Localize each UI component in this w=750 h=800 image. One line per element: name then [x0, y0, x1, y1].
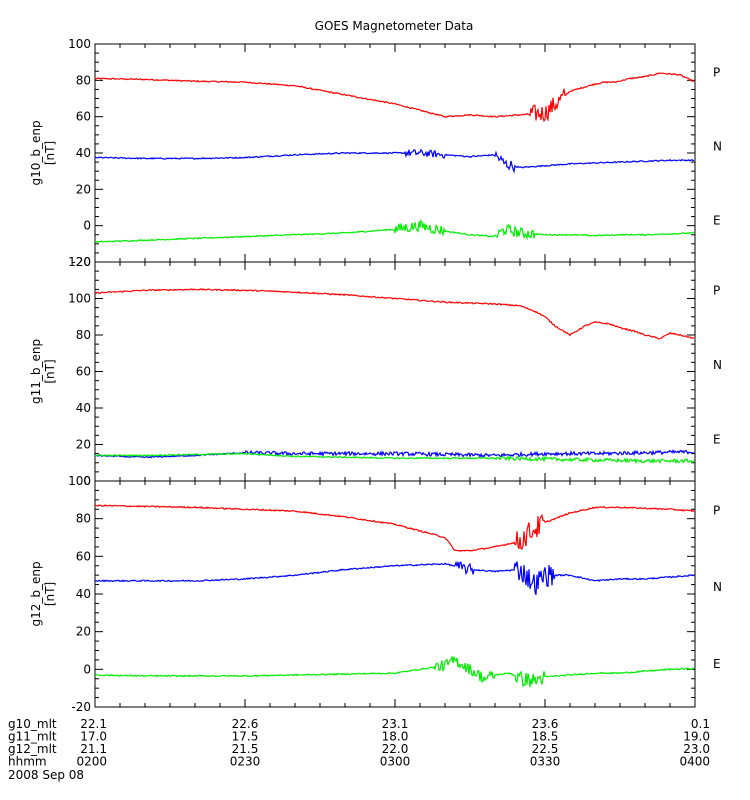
y-tick-label: 100 — [68, 474, 91, 488]
legend-n: N — [713, 139, 722, 153]
footer-row-value: 22.6 — [232, 717, 259, 731]
panel-3: -20 0 20 40 60 80 100 g12_b_enp [nT] P N E — [29, 474, 722, 714]
series-line-e — [94, 656, 695, 688]
panel-1: -20 0 20 40 60 80 100 g10_b_enp [nT] P N E — [29, 37, 722, 269]
footer-row-value: 22.5 — [532, 742, 559, 756]
footer-row-label: g11_mlt — [8, 730, 57, 744]
legend-p: P — [713, 283, 720, 297]
time-axis-footer: g10_mlt 22.1 22.6 23.1 23.6 0.1 g11_mlt 17.0 17.… — [8, 717, 710, 782]
y-axis-unit: [nT] — [43, 141, 57, 165]
footer-row-value: 18.0 — [382, 730, 409, 744]
y-tick-label: -20 — [71, 700, 91, 714]
y-tick-label: -20 — [71, 255, 91, 269]
legend-p: P — [713, 65, 720, 79]
y-tick-label: 20 — [76, 438, 91, 452]
y-tick-label: 40 — [76, 587, 91, 601]
footer-row-label: g10_mlt — [8, 717, 57, 731]
footer-row-label: g12_mlt — [8, 742, 57, 756]
footer-row-value: 17.5 — [232, 730, 259, 744]
legend-n: N — [713, 358, 722, 372]
footer-row-value: 0330 — [530, 755, 561, 769]
y-tick-label: 120 — [68, 255, 91, 269]
series-line-n — [94, 148, 695, 174]
y-tick-label: 80 — [76, 512, 91, 526]
y-tick-label: 20 — [76, 182, 91, 196]
footer-row-value: 23.1 — [382, 717, 409, 731]
series-line-e — [94, 218, 695, 244]
y-axis-label: g12_b_enp — [29, 561, 43, 626]
y-tick-label: 0 — [83, 662, 91, 676]
y-tick-label: 40 — [76, 146, 91, 160]
series-line-p — [94, 288, 695, 340]
y-tick-label: 20 — [76, 625, 91, 639]
y-axis-unit: [nT] — [43, 359, 57, 383]
y-tick-label: 80 — [76, 73, 91, 87]
footer-row-value: 23.0 — [683, 742, 710, 756]
series-line-n — [94, 560, 695, 596]
chart-title: GOES Magnetometer Data — [315, 19, 474, 33]
panel-frame — [94, 261, 696, 482]
y-tick-label: 40 — [76, 401, 91, 415]
footer-row-value: 0.1 — [691, 717, 710, 731]
footer-row-value: 18.5 — [532, 730, 559, 744]
y-tick-label: 60 — [76, 110, 91, 124]
footer-row-value: 0230 — [230, 755, 261, 769]
footer-row-value: 21.1 — [80, 742, 107, 756]
footer-row-value: 0400 — [679, 755, 710, 769]
footer-row-value: 23.6 — [532, 717, 559, 731]
footer-row-label: hhmm — [8, 755, 47, 769]
legend-e: E — [713, 432, 721, 446]
footer-row-value: 22.1 — [80, 717, 107, 731]
panel-2: 0 20 40 60 80 100 120 g11_b_enp [nT] P N E — [29, 255, 722, 488]
series-line-n — [94, 449, 695, 459]
y-axis-unit: [nT] — [43, 582, 57, 606]
y-tick-label: 0 — [83, 219, 91, 233]
series-line-p — [94, 72, 695, 123]
footer-date: 2008 Sep 08 — [8, 768, 84, 782]
y-tick-label: 100 — [68, 37, 91, 51]
y-tick-label: 0 — [83, 474, 91, 488]
footer-row-value: 21.5 — [232, 742, 259, 756]
y-tick-label: 60 — [76, 549, 91, 563]
footer-row-value: 17.0 — [80, 730, 107, 744]
footer-row-value: 19.0 — [683, 730, 710, 744]
series-line-e — [94, 452, 695, 465]
footer-row-value: 22.0 — [382, 742, 409, 756]
series-line-p — [94, 504, 695, 553]
y-axis-label: g10_b_enp — [29, 120, 43, 185]
y-tick-label: 60 — [76, 365, 91, 379]
legend-e: E — [713, 214, 721, 228]
y-tick-label: 100 — [68, 292, 91, 306]
footer-row-value: 0200 — [76, 755, 107, 769]
y-axis-label: g11_b_enp — [29, 339, 43, 404]
y-tick-label: 80 — [76, 328, 91, 342]
footer-row-value: 0300 — [380, 755, 411, 769]
legend-e: E — [713, 657, 721, 671]
legend-n: N — [713, 580, 722, 594]
legend-p: P — [713, 503, 720, 517]
